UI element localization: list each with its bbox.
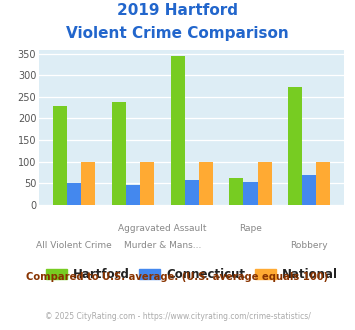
Text: Murder & Mans...: Murder & Mans... [124,241,201,250]
Bar [288,87,302,205]
Text: Robbery: Robbery [290,241,328,250]
Text: Violent Crime Comparison: Violent Crime Comparison [66,26,289,41]
Bar [81,161,95,205]
Bar [302,175,316,205]
Bar [229,178,244,205]
Bar [53,106,67,205]
Bar [316,161,331,205]
Bar [126,185,140,205]
Bar [112,102,126,205]
Legend: Hartford, Connecticut, National: Hartford, Connecticut, National [45,268,338,281]
Text: Compared to U.S. average. (U.S. average equals 100): Compared to U.S. average. (U.S. average … [26,272,329,282]
Bar [185,180,199,205]
Bar [199,161,213,205]
Text: 2019 Hartford: 2019 Hartford [117,3,238,18]
Bar [140,161,154,205]
Bar [170,56,185,205]
Bar [244,182,258,205]
Bar [67,183,81,205]
Text: Rape: Rape [239,224,262,233]
Text: All Violent Crime: All Violent Crime [36,241,112,250]
Bar [258,161,272,205]
Text: © 2025 CityRating.com - https://www.cityrating.com/crime-statistics/: © 2025 CityRating.com - https://www.city… [45,312,310,321]
Text: Aggravated Assault: Aggravated Assault [118,224,207,233]
